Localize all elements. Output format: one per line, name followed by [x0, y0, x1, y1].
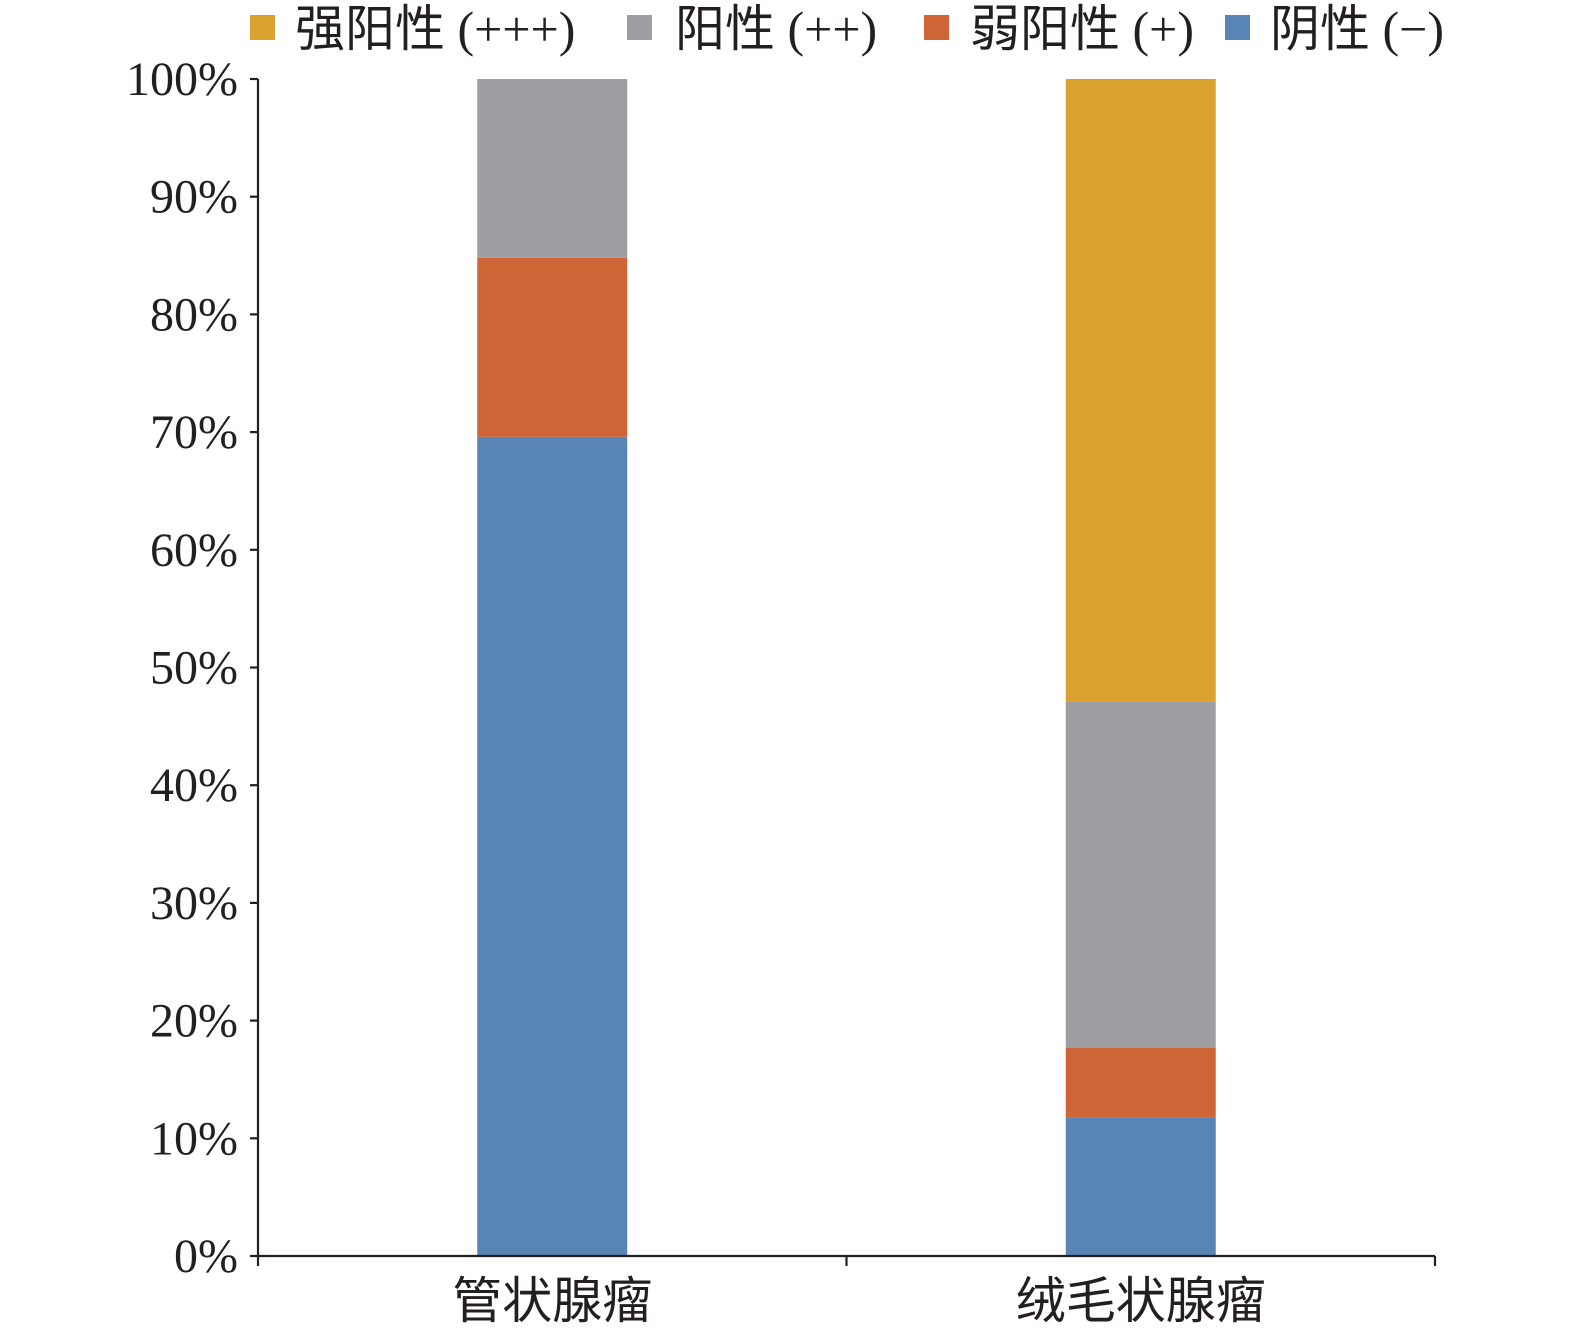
legend-label: 弱阳性 (+) — [970, 1, 1194, 57]
y-tick-label: 20% — [150, 995, 238, 1048]
legend-swatch — [250, 15, 275, 40]
bar-segment-2-3 — [1065, 1047, 1216, 1118]
bar-segment-2-2 — [1065, 701, 1216, 1048]
y-tick-label: 90% — [150, 171, 238, 224]
y-axis: 0% 10% 20% 30% 40% 50% 60% 70% 80% 90% 100% — [126, 53, 260, 1283]
bars — [477, 79, 1216, 1257]
bar-segment-1-4 — [477, 436, 628, 1257]
legend-item: 阴性 (−) — [1225, 1, 1444, 57]
category-label: 绒毛状腺瘤 — [1016, 1273, 1266, 1329]
category-label: 管状腺瘤 — [452, 1273, 652, 1329]
bar-segment-1-2 — [477, 79, 628, 258]
bar-segment-1-3 — [477, 257, 628, 437]
y-tick-label: 30% — [150, 877, 238, 930]
y-tick-label: 70% — [150, 406, 238, 459]
bar-segment-2-4 — [1065, 1117, 1216, 1256]
legend-label: 强阳性 (+++) — [295, 1, 575, 57]
legend-label: 阴性 (−) — [1270, 1, 1444, 57]
legend-item: 弱阳性 (+) — [924, 1, 1194, 57]
y-tick-label: 0% — [174, 1230, 238, 1283]
legend-swatch — [627, 15, 652, 40]
y-tick-label: 80% — [150, 288, 238, 341]
y-tick-label: 50% — [150, 642, 238, 695]
bar-segment-2-1 — [1065, 79, 1216, 702]
x-axis: 管状腺瘤 绒毛状腺瘤 — [256, 1254, 1437, 1329]
legend-swatch — [924, 15, 949, 40]
y-tick-label: 60% — [150, 524, 238, 577]
y-tick-label: 100% — [126, 53, 238, 106]
legend-item: 阳性 (++) — [627, 1, 877, 57]
y-tick-label: 10% — [150, 1112, 238, 1165]
legend-swatch — [1225, 15, 1250, 40]
legend: 强阳性 (+++) 阳性 (++) 弱阳性 (+) 阴性 (−) — [250, 1, 1444, 57]
legend-label: 阳性 (++) — [675, 1, 877, 57]
y-tick-label: 40% — [150, 759, 238, 812]
legend-item: 强阳性 (+++) — [250, 1, 575, 57]
